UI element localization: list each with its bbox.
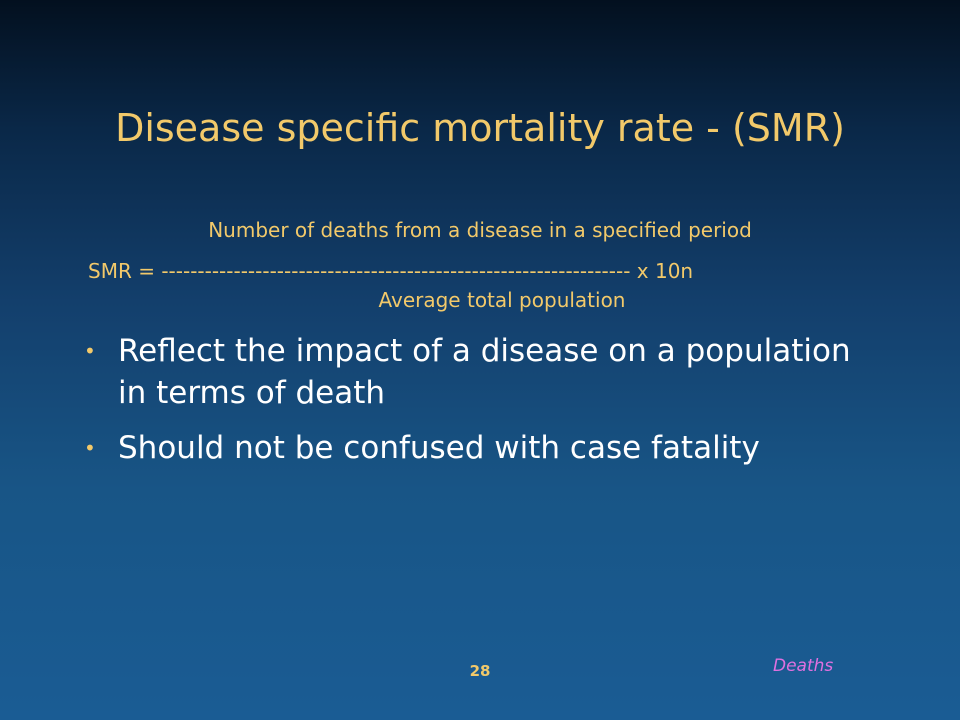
bullet-list: • Reflect the impact of a disease on a p… <box>84 330 864 482</box>
slide-title: Disease specific mortality rate - (SMR) <box>115 106 845 150</box>
formula-denominator: Average total population <box>378 288 626 312</box>
page-number: 28 <box>469 662 491 680</box>
bullet-dot-icon: • <box>84 436 96 460</box>
bullet-text: Should not be confused with case fatalit… <box>118 430 760 466</box>
formula-numerator: Number of deaths from a disease in a spe… <box>208 218 752 242</box>
bullet-dot-icon: • <box>84 339 96 363</box>
bullet-text: Reflect the impact of a disease on a pop… <box>118 333 851 411</box>
formula-fraction-line: SMR = ----------------------------------… <box>88 259 694 283</box>
bullet-item: • Reflect the impact of a disease on a p… <box>84 330 864 414</box>
bullet-item: • Should not be confused with case fatal… <box>84 427 864 469</box>
section-label: Deaths <box>773 656 834 676</box>
